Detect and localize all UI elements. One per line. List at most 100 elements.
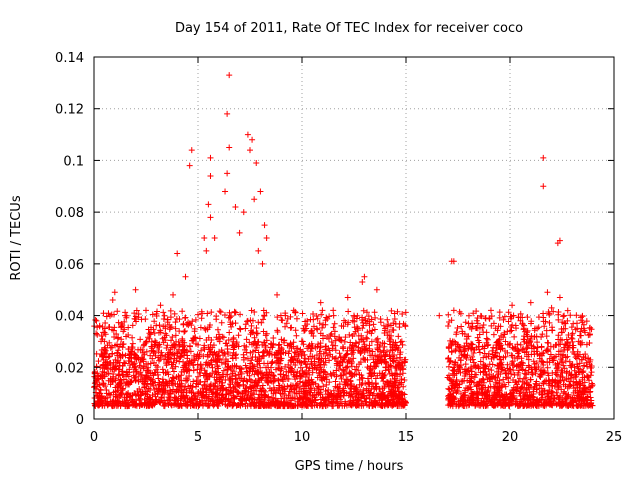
data-point — [272, 389, 279, 396]
data-point — [185, 366, 192, 373]
data-point — [288, 397, 295, 404]
data-point — [377, 319, 384, 326]
data-point — [455, 384, 462, 391]
data-point — [190, 337, 197, 344]
data-point — [204, 376, 211, 383]
data-point — [328, 398, 335, 405]
data-point — [101, 369, 108, 376]
data-point — [348, 363, 355, 370]
data-point — [515, 378, 522, 385]
data-point — [504, 349, 511, 356]
data-point — [482, 363, 489, 370]
data-point — [579, 374, 586, 381]
data-point — [489, 351, 496, 358]
data-point — [281, 403, 288, 410]
data-point — [313, 401, 320, 408]
data-point — [467, 356, 474, 363]
data-point — [465, 312, 472, 319]
data-point — [201, 346, 208, 353]
data-point — [277, 401, 284, 408]
data-point — [135, 376, 142, 383]
data-point — [293, 382, 300, 389]
data-point — [174, 387, 181, 394]
data-point — [254, 361, 261, 368]
data-point — [267, 340, 274, 347]
data-point — [178, 377, 185, 384]
data-point — [474, 320, 481, 327]
data-point — [255, 368, 262, 375]
data-point — [453, 331, 460, 338]
data-point — [194, 311, 201, 318]
data-point — [278, 346, 285, 353]
data-point — [533, 360, 540, 367]
data-point — [347, 356, 354, 363]
data-point — [302, 373, 309, 380]
data-point — [540, 154, 547, 161]
data-point — [118, 336, 125, 343]
data-point — [321, 376, 328, 383]
data-point — [370, 401, 377, 408]
data-point — [107, 359, 114, 366]
data-point — [364, 335, 371, 342]
data-point — [168, 378, 175, 385]
data-point — [358, 402, 365, 409]
data-point — [307, 397, 314, 404]
x-tick-label: 20 — [502, 430, 519, 445]
data-point — [452, 347, 459, 354]
data-point — [224, 170, 231, 177]
data-point — [544, 364, 551, 371]
data-point — [153, 398, 160, 405]
data-point — [197, 389, 204, 396]
data-point — [318, 311, 325, 318]
data-point — [498, 364, 505, 371]
data-point — [290, 307, 297, 314]
data-point — [135, 314, 142, 321]
data-point — [568, 324, 575, 331]
data-point — [109, 344, 116, 351]
data-point — [322, 369, 329, 376]
x-tick-label: 10 — [294, 430, 311, 445]
data-point — [531, 364, 538, 371]
data-point — [238, 366, 245, 373]
data-point — [206, 321, 213, 328]
data-point — [224, 402, 231, 409]
data-point — [488, 322, 495, 329]
data-point — [263, 372, 270, 379]
data-point — [119, 385, 126, 392]
data-point — [250, 329, 257, 336]
data-point — [295, 352, 302, 359]
data-point — [257, 398, 264, 405]
data-point — [172, 332, 179, 339]
data-point — [477, 379, 484, 386]
data-point — [543, 377, 550, 384]
data-point — [272, 399, 279, 406]
data-point — [513, 325, 520, 332]
data-point — [575, 338, 582, 345]
data-point — [98, 393, 105, 400]
data-point — [131, 374, 138, 381]
data-point — [470, 349, 477, 356]
data-point — [526, 389, 533, 396]
data-point — [149, 311, 156, 318]
data-point — [475, 343, 482, 350]
data-point — [580, 325, 587, 332]
data-point — [112, 356, 119, 363]
data-point — [183, 321, 190, 328]
data-point — [342, 334, 349, 341]
data-point — [520, 345, 527, 352]
data-point — [290, 339, 297, 346]
data-point — [544, 289, 551, 296]
data-point — [304, 317, 311, 324]
data-point — [207, 172, 214, 179]
data-point — [222, 188, 229, 195]
data-point — [372, 314, 379, 321]
data-point — [540, 318, 547, 325]
data-point — [483, 395, 490, 402]
data-point — [170, 368, 177, 375]
data-point — [208, 309, 215, 316]
data-point — [306, 377, 313, 384]
data-point — [530, 358, 537, 365]
data-point — [292, 382, 299, 389]
data-point — [523, 392, 530, 399]
data-point — [558, 329, 565, 336]
